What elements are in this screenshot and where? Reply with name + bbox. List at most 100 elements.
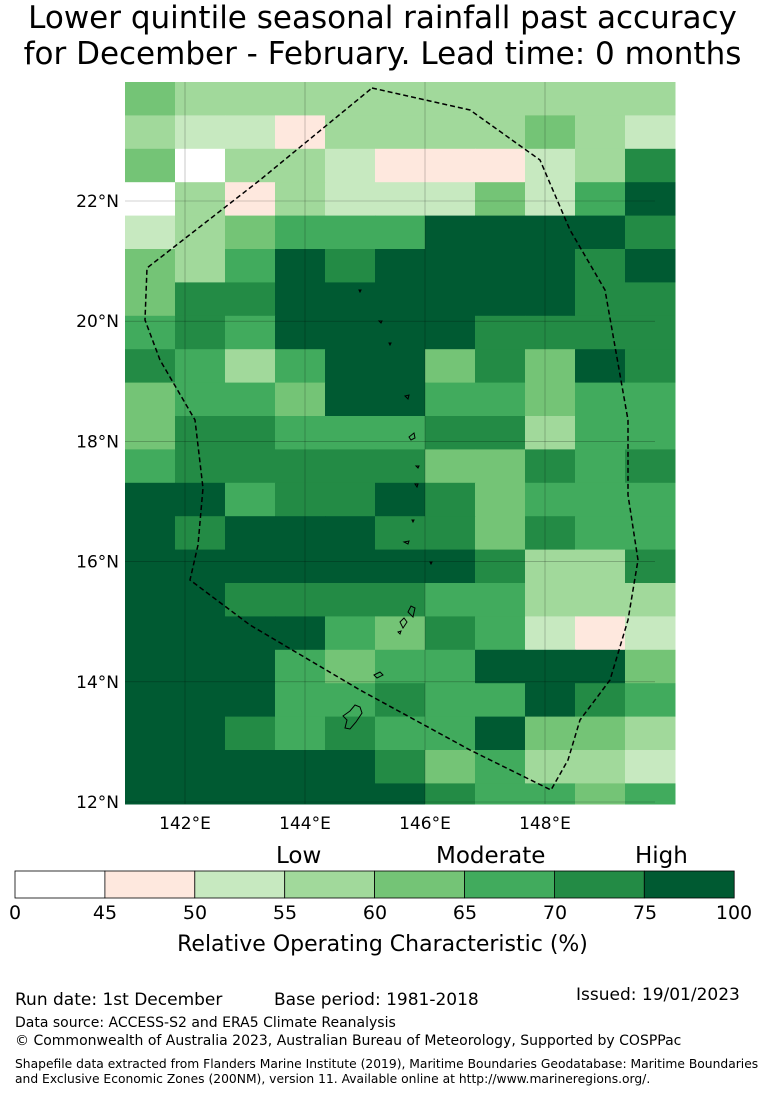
grid-cell xyxy=(125,750,176,784)
grid-cell xyxy=(375,215,426,250)
grid-cell xyxy=(175,649,226,684)
grid-cell xyxy=(125,716,176,751)
grid-cell xyxy=(525,583,576,617)
grid-cell xyxy=(225,649,276,684)
colorbar-swatch xyxy=(374,870,465,899)
longitude-label: 146°E xyxy=(399,814,451,834)
grid-cell xyxy=(375,315,426,350)
grid-cell xyxy=(575,115,626,150)
grid-cell xyxy=(325,282,376,317)
grid-cell xyxy=(325,583,376,617)
grid-cell xyxy=(525,215,576,250)
colorbar-tick: 65 xyxy=(452,902,478,924)
grid-cell xyxy=(525,416,576,450)
grid-cell xyxy=(575,516,626,551)
rainfall-accuracy-grid xyxy=(125,82,676,805)
grid-cell xyxy=(125,616,176,651)
grid-cell xyxy=(575,148,626,183)
grid-cell xyxy=(425,349,476,384)
grid-cell xyxy=(125,783,176,805)
grid-cell xyxy=(575,449,626,484)
saipan-island xyxy=(407,605,416,618)
colorbar-swatch xyxy=(14,870,106,899)
grid-cell xyxy=(425,750,476,784)
grid-cell xyxy=(125,683,176,718)
grid-cell xyxy=(425,549,476,584)
grid-cell xyxy=(175,616,226,651)
grid-cell xyxy=(325,482,376,517)
grid-cell xyxy=(575,549,626,584)
colorbar xyxy=(14,870,735,899)
grid-cell xyxy=(125,649,176,684)
santa-rosa-reef xyxy=(429,561,433,566)
shapefile-credit-line-1: Shapefile data extracted from Flanders M… xyxy=(15,1057,759,1071)
grid-cell xyxy=(325,349,376,384)
grid-cell xyxy=(425,583,476,617)
grid-cell xyxy=(275,249,326,283)
axis-labels: 22°N 20°N 18°N 16°N 14°N 12°N 142°E 144°E 146°E 1… xyxy=(76,192,571,834)
grid-cell xyxy=(225,716,276,751)
grid-cell xyxy=(525,282,576,317)
grid-cell xyxy=(625,349,676,384)
grid-cell xyxy=(175,716,226,751)
grid-cell xyxy=(575,349,626,384)
grid-cell xyxy=(625,783,676,805)
grid-cell xyxy=(275,148,326,183)
grid-cell xyxy=(225,416,276,450)
grid-cell xyxy=(125,416,176,450)
islands xyxy=(342,289,433,730)
aguijan-island xyxy=(397,630,402,635)
grid-cell xyxy=(175,115,226,150)
grid-cell xyxy=(475,349,526,384)
grid-cell xyxy=(325,115,376,150)
grid-cell xyxy=(625,382,676,417)
grid-cell xyxy=(225,683,276,718)
colorbar-swatch xyxy=(104,870,196,899)
grid-cell xyxy=(525,482,576,517)
grid-cell xyxy=(225,482,276,517)
grid-cell xyxy=(575,683,626,718)
grid-cell xyxy=(225,549,276,584)
grid-cell xyxy=(625,82,676,116)
grid-cell xyxy=(275,82,326,116)
grid-cell xyxy=(175,750,226,784)
guguan-island xyxy=(414,465,420,469)
grid-cell xyxy=(475,449,526,484)
grid-cell xyxy=(175,282,226,317)
grid-cell xyxy=(275,382,326,417)
grid-cell xyxy=(575,282,626,317)
grid-cell xyxy=(125,482,176,517)
grid-cell xyxy=(475,716,526,751)
grid-cell xyxy=(225,583,276,617)
grid-cell xyxy=(525,716,576,751)
grid-cell xyxy=(625,683,676,718)
grid-cell xyxy=(375,482,426,517)
colorbar-tick: 100 xyxy=(715,902,753,924)
grid-cell xyxy=(475,783,526,805)
rota-island xyxy=(373,671,384,679)
grid-cell xyxy=(575,182,626,217)
colorbar-tick: 75 xyxy=(632,902,658,924)
grid-cell xyxy=(325,783,376,805)
latitude-label: 20°N xyxy=(76,312,119,332)
grid-cell xyxy=(275,783,326,805)
grid-cell xyxy=(525,182,576,217)
tinian-island xyxy=(399,617,408,629)
grid-cell xyxy=(625,282,676,317)
grid-cell xyxy=(325,416,376,450)
grid-cell xyxy=(375,82,426,116)
grid-cell xyxy=(475,516,526,551)
grid-cell xyxy=(375,148,426,183)
grid-cell xyxy=(425,182,476,217)
grid-cell xyxy=(525,115,576,150)
asuncion-island xyxy=(388,342,392,347)
grid-cell xyxy=(125,516,176,551)
grid-cell xyxy=(375,349,426,384)
grid-cell xyxy=(225,783,276,805)
grid-cell xyxy=(425,449,476,484)
colorbar-title: Relative Operating Characteristic (%) xyxy=(177,932,588,957)
grid-cell xyxy=(425,649,476,684)
grid-cell xyxy=(625,315,676,350)
grid-cell xyxy=(175,583,226,617)
anatahan-island xyxy=(402,540,410,545)
